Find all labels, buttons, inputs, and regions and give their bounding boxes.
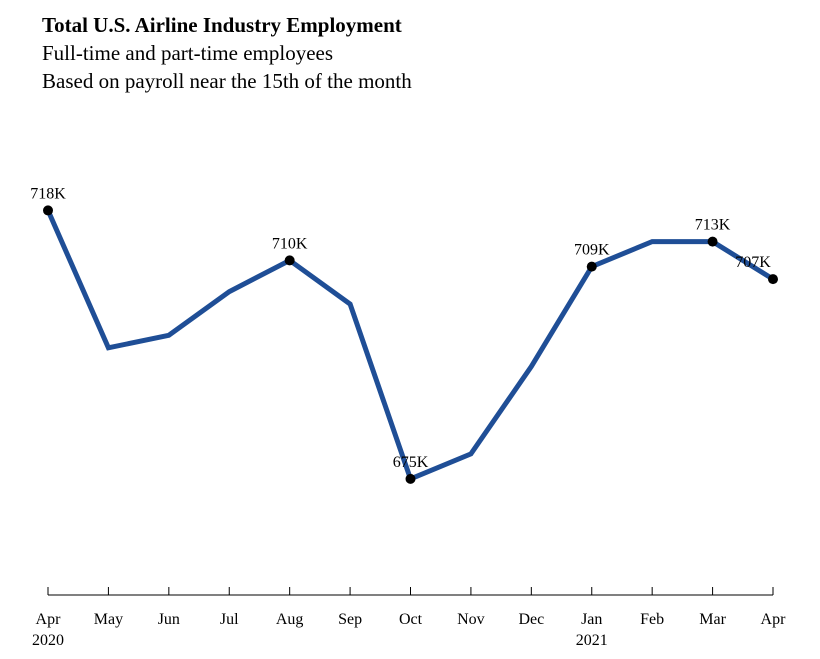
data-label: 707K (735, 254, 771, 271)
x-tick-label: Nov (457, 611, 485, 628)
data-point-marker (43, 205, 53, 216)
x-tick-label: Dec (518, 611, 544, 628)
x-year-label: 2020 (32, 632, 64, 649)
series-line (45, 209, 775, 483)
x-tick-label: Mar (699, 611, 726, 628)
data-point-marker (768, 274, 778, 285)
x-tick-label: Oct (399, 611, 423, 628)
data-point-marker (405, 473, 416, 484)
data-label: 713K (695, 217, 731, 234)
chart-title-block: Total U.S. Airline Industry Employment F… (42, 12, 412, 95)
x-tick-label: Aug (276, 611, 304, 628)
x-tick-label: Sep (338, 611, 362, 628)
chart-title: Total U.S. Airline Industry Employment (42, 13, 402, 37)
x-tick-label: Jul (220, 611, 239, 628)
x-tick-label: May (94, 611, 123, 628)
data-label: 710K (272, 235, 308, 252)
x-tick-label: Jan (581, 611, 602, 628)
data-label: 675K (393, 454, 429, 471)
data-label: 709K (574, 242, 610, 259)
x-tick-label: Apr (36, 611, 62, 628)
data-point-marker (586, 261, 597, 272)
data-point-marker (284, 255, 295, 266)
chart-subtitle-1: Full-time and part-time employees (42, 41, 334, 65)
chart-subtitle-2: Based on payroll near the 15th of the mo… (42, 69, 412, 93)
x-tick-label: Jun (158, 611, 180, 628)
x-year-label: 2021 (576, 632, 608, 649)
x-tick-label: Feb (640, 611, 664, 628)
data-label: 718K (30, 185, 66, 202)
data-point-marker (707, 236, 718, 247)
x-tick-label: Apr (761, 611, 787, 628)
